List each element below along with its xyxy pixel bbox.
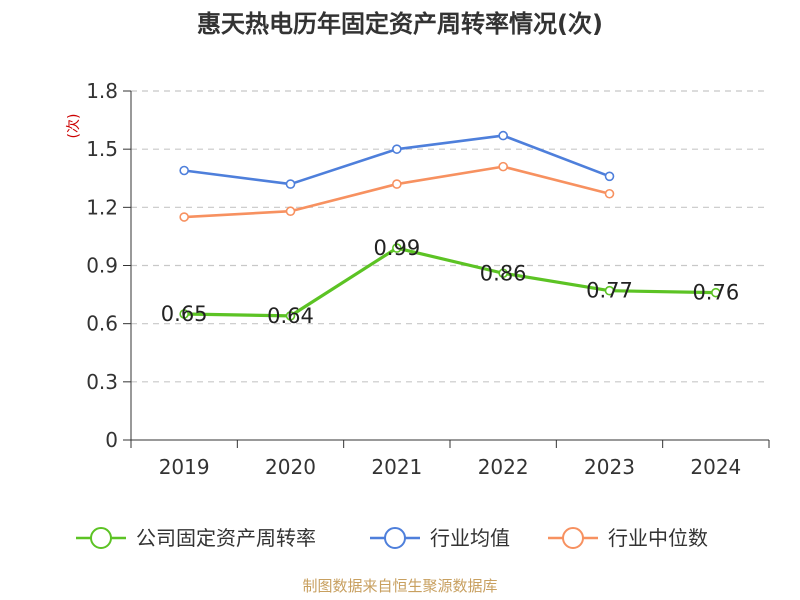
y-tick-label: 1.5 [86, 137, 118, 161]
data-point [498, 268, 508, 279]
y-tick-label: 0.3 [86, 370, 118, 394]
legend: 公司固定资产周转率 行业均值 行业中位数 [76, 526, 708, 550]
x-tick-label: 2020 [265, 455, 316, 479]
y-tick-label: 0 [105, 428, 118, 452]
y-axis-label: (次) [66, 114, 82, 139]
y-tick-label: 1.2 [86, 195, 118, 219]
data-point [604, 188, 615, 199]
data-label: 0.76 [692, 281, 739, 305]
data-point [392, 144, 402, 154]
data-point [392, 179, 402, 189]
data-label: 0.64 [267, 304, 314, 328]
legend-marker [562, 527, 584, 549]
data-point [498, 130, 508, 141]
data-point [711, 287, 721, 298]
data-point [498, 161, 508, 172]
source-note: 制图数据来自恒生聚源数据库 [302, 577, 497, 595]
x-tick-label: 2019 [159, 455, 210, 479]
data-point [285, 206, 296, 217]
data-point [179, 212, 189, 222]
data-label: 0.86 [480, 261, 527, 285]
y-tick-label: 1.8 [86, 79, 118, 103]
x-tick-label: 2022 [478, 455, 529, 479]
data-label: 0.99 [373, 236, 420, 260]
x-tick-label: 2024 [690, 455, 741, 479]
y-tick-label: 0.9 [86, 254, 118, 278]
data-point [285, 179, 296, 189]
data-labels: 0.65 0.64 0.99 0.86 0.77 0.76 [161, 236, 739, 328]
legend-marker [384, 527, 406, 549]
data-label: 0.65 [161, 302, 208, 326]
data-label: 0.77 [586, 279, 633, 303]
data-point [604, 285, 615, 296]
data-point [179, 309, 189, 319]
x-tick-label: 2021 [371, 455, 422, 479]
series-line-0 [182, 246, 718, 318]
chart-title: 惠天热电历年固定资产周转率情况(次) [197, 10, 603, 38]
legend-label: 行业均值 [430, 526, 510, 550]
series-line-2 [182, 165, 611, 219]
legend-marker [90, 527, 112, 549]
legend-label: 公司固定资产周转率 [136, 526, 316, 550]
axes: 0 0.3 0.6 0.9 1.2 1.5 1.8 2019 2020 2021 2022 2023 2… [86, 79, 770, 479]
grid-lines [131, 90, 769, 383]
y-tick-label: 0.6 [86, 312, 118, 336]
data-point [179, 165, 189, 176]
x-tick-label: 2023 [584, 455, 635, 479]
data-point [604, 171, 615, 182]
data-point [285, 311, 296, 321]
legend-label: 行业中位数 [608, 526, 708, 550]
data-point [392, 243, 402, 253]
series-group [179, 130, 721, 321]
